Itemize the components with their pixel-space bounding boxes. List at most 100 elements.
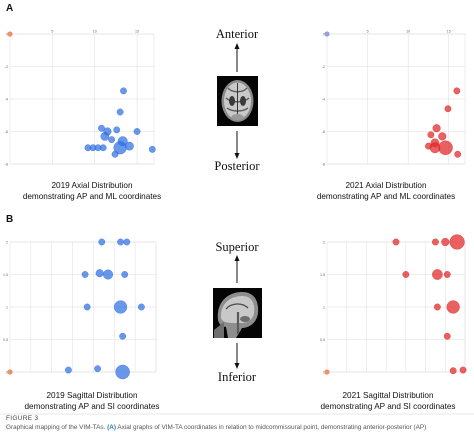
data-point [433, 303, 441, 311]
panel-letter-a: A [6, 3, 13, 14]
data-point [94, 365, 102, 373]
data-point [98, 238, 106, 246]
y-tick-label: -2 [5, 65, 8, 69]
inferior-label: Inferior [218, 370, 257, 384]
figure-caption-prefix: Graphical mapping of the VIM-TAs. [6, 424, 107, 431]
data-point [432, 124, 441, 133]
y-tick-label: -2 [322, 65, 325, 69]
data-point [120, 87, 127, 95]
y-tick-label: 1 [323, 305, 325, 309]
sagittal-brain-mri-icon [213, 288, 262, 338]
superior-arrow-head-icon [234, 255, 240, 261]
y-tick-label: 0 [323, 32, 325, 36]
data-point [108, 136, 116, 144]
y-tick-label: -6 [5, 130, 8, 134]
data-point [449, 367, 457, 375]
x-tick-label: 10 [406, 30, 410, 34]
data-point [459, 366, 467, 374]
data-point [117, 238, 124, 246]
data-point [103, 269, 114, 280]
data-point [427, 131, 435, 139]
data-point [99, 144, 107, 152]
data-point [111, 150, 119, 158]
y-tick-label: 0 [6, 32, 8, 36]
axial-2019-scatter-plot: 0 -2 -4 -6 -8 5 10 15 [5, 30, 156, 166]
data-point [113, 126, 121, 134]
y-tick-label: 0.5 [3, 338, 8, 342]
origin-point [7, 31, 13, 37]
x-tick-label: 15 [447, 30, 451, 34]
data-point [454, 150, 462, 158]
sagittal-2021-subtitle: demonstrating AP and SI coordinates [320, 402, 455, 411]
data-point [133, 128, 141, 135]
axial-2021-subtitle: demonstrating AP and ML coordinates [317, 192, 455, 201]
origin-point [324, 31, 330, 37]
data-point [119, 332, 127, 340]
data-point [123, 238, 131, 246]
data-point [438, 132, 447, 141]
data-point [432, 269, 443, 280]
sagittal-2019-scatter-plot: 0 0.5 1 1.5 2 [3, 238, 157, 380]
axial-2019-title: 2019 Axial Distribution [51, 181, 132, 190]
superior-label: Superior [215, 240, 259, 254]
x-tick-label: 5 [367, 30, 369, 34]
data-point [100, 132, 110, 141]
x-tick-label: 10 [93, 30, 97, 34]
figure-label: FIGURE 3 [6, 415, 38, 422]
origin-point [324, 369, 330, 375]
data-point [81, 271, 89, 278]
sagittal-2021-title: 2021 Sagittal Distribution [342, 391, 433, 400]
posterior-arrow-head-icon [234, 153, 240, 159]
data-point [443, 271, 451, 278]
data-point [453, 87, 461, 95]
data-point [95, 269, 104, 278]
figure-caption-rest: Axial graphs of VIM-TA coordinates in re… [116, 424, 426, 431]
sagittal-2021-scatter-plot: 0 0.5 1 1.5 2 [320, 234, 467, 375]
data-point [443, 332, 451, 340]
figure-caption-panel-ref: (A) [107, 424, 116, 431]
axial-2021-scatter-plot: 0 -2 -4 -6 -8 5 10 15 [322, 30, 466, 166]
data-point [65, 366, 72, 374]
data-point [441, 237, 450, 247]
data-point [125, 141, 134, 151]
data-point [137, 303, 145, 311]
data-point [83, 303, 91, 311]
figure-caption: Graphical mapping of the VIM-TAs. (A) Ax… [6, 424, 426, 431]
sagittal-2019-subtitle: demonstrating AP and SI coordinates [24, 402, 159, 411]
y-tick-label: -8 [322, 162, 325, 166]
y-tick-label: -6 [322, 130, 325, 134]
y-tick-label: -8 [5, 162, 8, 166]
y-tick-label: 2 [6, 240, 8, 244]
y-tick-label: -4 [5, 97, 8, 101]
y-tick-label: 2 [323, 240, 325, 244]
data-point [392, 238, 400, 246]
y-tick-label: -4 [322, 97, 325, 101]
panel-letter-b: B [6, 214, 13, 225]
axial-2021-title: 2021 Axial Distribution [345, 181, 426, 190]
y-tick-label: 1.5 [320, 273, 325, 277]
y-tick-label: 0 [323, 370, 325, 374]
sagittal-2019-title: 2019 Sagittal Distribution [46, 391, 137, 400]
data-point [115, 364, 130, 380]
data-point [116, 108, 124, 116]
y-tick-label: 0.5 [320, 338, 325, 342]
data-point [121, 271, 129, 278]
anterior-arrow-head-icon [234, 43, 240, 49]
x-tick-label: 5 [51, 30, 53, 34]
data-point [449, 234, 465, 250]
data-point [98, 124, 105, 132]
data-point [444, 105, 452, 113]
y-tick-label: 1.5 [3, 273, 8, 277]
axial-brain-mri-icon [217, 76, 258, 126]
y-tick-label: 1 [6, 305, 8, 309]
y-tick-label: 0 [6, 370, 8, 374]
anterior-label: Anterior [216, 27, 259, 41]
data-point [148, 145, 156, 153]
origin-point [7, 369, 13, 375]
posterior-label: Posterior [214, 159, 260, 173]
data-point [438, 140, 453, 155]
inferior-arrow-head-icon [234, 363, 240, 369]
data-point [113, 300, 128, 314]
x-tick-label: 15 [135, 30, 139, 34]
